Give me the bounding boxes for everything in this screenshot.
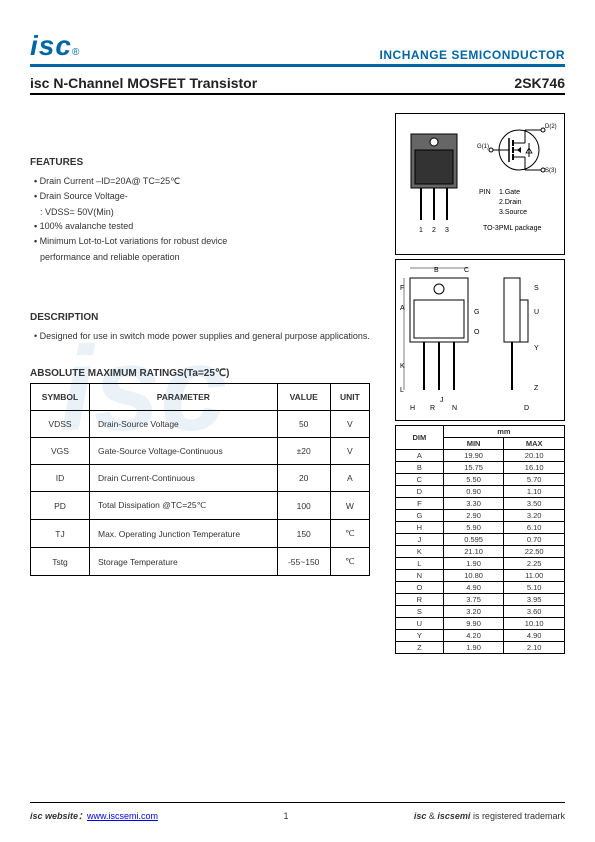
svg-text:TO-3PML package: TO-3PML package bbox=[483, 225, 541, 232]
title-divider bbox=[30, 93, 565, 95]
table-row: Z1.902.10 bbox=[396, 642, 565, 654]
table-row: TJMax. Operating Junction Temperature150… bbox=[31, 520, 370, 548]
company-name: INCHANGE SEMICONDUCTOR bbox=[380, 48, 565, 62]
table-row: J0.5950.70 bbox=[396, 534, 565, 546]
header: isc ® INCHANGE SEMICONDUCTOR bbox=[30, 30, 565, 62]
dimensions-table: DIM mm MIN MAX A19.9020.10B15.7516.10C5.… bbox=[395, 425, 565, 654]
table-row: VDSSDrain-Source Voltage50V bbox=[31, 411, 370, 438]
logo-text: isc bbox=[30, 30, 72, 62]
svg-text:D: D bbox=[524, 405, 529, 412]
table-row: N10.8011.00 bbox=[396, 570, 565, 582]
svg-text:R: R bbox=[430, 405, 435, 412]
table-row: Y4.204.90 bbox=[396, 630, 565, 642]
ratings-table: SYMBOL PARAMETER VALUE UNIT VDSSDrain-So… bbox=[30, 383, 370, 576]
table-row: A19.9020.10 bbox=[396, 450, 565, 462]
dim-header-unit: mm bbox=[443, 426, 564, 438]
svg-text:3: 3 bbox=[445, 227, 449, 234]
svg-text:2.Drain: 2.Drain bbox=[499, 199, 522, 206]
feature-item: Drain Current –ID=20A@ TC=25℃ bbox=[34, 174, 383, 189]
table-row: D0.901.10 bbox=[396, 486, 565, 498]
features-heading: FEATURES bbox=[30, 157, 383, 168]
page-number: 1 bbox=[283, 811, 288, 821]
footer-divider bbox=[30, 802, 565, 803]
footer: isc website：www.iscsemi.com 1 isc & iscs… bbox=[30, 802, 565, 822]
footer-left: isc website：www.iscsemi.com bbox=[30, 809, 158, 822]
table-row: S3.203.60 bbox=[396, 606, 565, 618]
svg-text:G(1): G(1) bbox=[477, 144, 489, 150]
svg-text:3.Source: 3.Source bbox=[499, 209, 527, 216]
svg-text:G: G bbox=[474, 309, 479, 316]
features-list: Drain Current –ID=20A@ TC=25℃ Drain Sour… bbox=[30, 174, 383, 205]
svg-text:F: F bbox=[400, 285, 404, 292]
svg-text:1: 1 bbox=[419, 227, 423, 234]
table-row: L1.902.25 bbox=[396, 558, 565, 570]
feature-item: Drain Source Voltage- bbox=[34, 189, 383, 204]
title-row: isc N-Channel MOSFET Transistor 2SK746 bbox=[30, 75, 565, 91]
feature-sub2: performance and reliable operation bbox=[30, 250, 383, 264]
ratings-header-symbol: SYMBOL bbox=[31, 384, 90, 411]
svg-text:D(2): D(2) bbox=[545, 124, 557, 130]
svg-text:Y: Y bbox=[534, 345, 539, 352]
ratings-header-value: VALUE bbox=[277, 384, 330, 411]
feature-item: Minimum Lot-to-Lot variations for robust… bbox=[34, 234, 383, 249]
ratings-header-parameter: PARAMETER bbox=[89, 384, 277, 411]
svg-text:1.Gate: 1.Gate bbox=[499, 189, 520, 196]
dim-header-min: MIN bbox=[443, 438, 504, 450]
table-row: O4.905.10 bbox=[396, 582, 565, 594]
logo: isc ® bbox=[30, 30, 79, 62]
dim-header-max: MAX bbox=[504, 438, 565, 450]
table-row: R3.753.95 bbox=[396, 594, 565, 606]
svg-text:H: H bbox=[410, 405, 415, 412]
feature-item: 100% avalanche tested bbox=[34, 219, 383, 234]
header-divider bbox=[30, 64, 565, 67]
svg-text:U: U bbox=[534, 309, 539, 316]
table-row: F3.303.50 bbox=[396, 498, 565, 510]
footer-right: isc & iscsemi is registered trademark bbox=[414, 811, 565, 821]
svg-text:N: N bbox=[452, 405, 457, 412]
description-text: • Designed for use in switch mode power … bbox=[30, 329, 383, 344]
website-link[interactable]: www.iscsemi.com bbox=[87, 811, 158, 821]
features-list2: 100% avalanche tested Minimum Lot-to-Lot… bbox=[30, 219, 383, 250]
svg-text:L: L bbox=[400, 387, 404, 394]
ratings-heading: ABSOLUTE MAXIMUM RATINGS(Ta=25℃) bbox=[30, 368, 383, 379]
table-row: B15.7516.10 bbox=[396, 462, 565, 474]
table-row: G2.903.20 bbox=[396, 510, 565, 522]
table-row: IDDrain Current-Continuous20A bbox=[31, 465, 370, 492]
feature-sub: : VDSS= 50V(Min) bbox=[30, 205, 383, 219]
part-number: 2SK746 bbox=[514, 75, 565, 91]
ratings-header-unit: UNIT bbox=[330, 384, 369, 411]
doc-title: isc N-Channel MOSFET Transistor bbox=[30, 75, 257, 91]
table-row: TstgStorage Temperature-55~150℃ bbox=[31, 548, 370, 576]
svg-text:O: O bbox=[474, 329, 480, 336]
dim-header-dim: DIM bbox=[396, 426, 444, 450]
table-row: PDTotal Dissipation @TC=25℃100W bbox=[31, 492, 370, 520]
table-row: C5.505.70 bbox=[396, 474, 565, 486]
mechanical-diagram: B C F A K L H R N G O S U Y Z D J bbox=[395, 259, 565, 421]
svg-text:Z: Z bbox=[534, 385, 539, 392]
svg-text:PIN: PIN bbox=[479, 189, 491, 196]
table-row: U9.9010.10 bbox=[396, 618, 565, 630]
table-row: H5.906.10 bbox=[396, 522, 565, 534]
table-row: K21.1022.50 bbox=[396, 546, 565, 558]
svg-text:S: S bbox=[534, 285, 539, 292]
logo-r: ® bbox=[72, 47, 79, 58]
svg-text:S(3): S(3) bbox=[545, 168, 556, 174]
table-row: VGSGate-Source Voltage-Continuous±20V bbox=[31, 438, 370, 465]
svg-text:2: 2 bbox=[432, 227, 436, 234]
package-diagram: 1 2 3 bbox=[395, 113, 565, 255]
description-heading: DESCRIPTION bbox=[30, 312, 383, 323]
svg-text:J: J bbox=[440, 397, 444, 404]
